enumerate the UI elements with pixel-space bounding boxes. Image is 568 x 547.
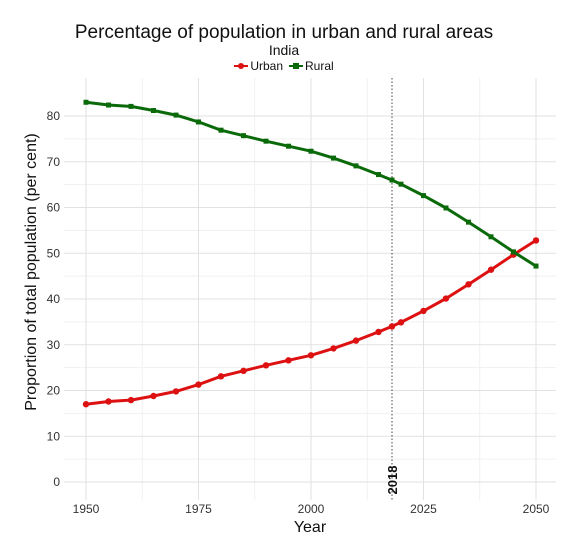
data-point-urban [262,362,270,369]
data-point-rural [241,133,246,139]
data-point-urban [82,401,90,408]
y-tick-label: 0 [53,475,60,489]
data-point-urban [105,398,112,405]
data-point-rural [488,234,494,240]
chart-subtitle: India [268,42,300,58]
data-point-urban [465,281,472,288]
data-point-urban [375,328,382,336]
data-point-rural [196,119,201,125]
data-point-urban [388,323,396,330]
series-line-rural [85,100,537,268]
data-point-urban [150,392,157,400]
annotation-label: 2018 [385,466,400,495]
legend-item-rural[interactable]: Rural [289,59,334,73]
y-tick-label: 40 [47,292,61,306]
legend-swatch-urban [234,61,249,71]
series-rural [83,99,539,269]
data-point-rural [376,172,381,178]
data-point-urban [487,266,495,273]
series-urban [82,237,540,408]
legend: Urban Rural [0,59,568,73]
data-point-urban [127,396,135,404]
data-point-urban [397,319,405,326]
series-layer [82,99,540,408]
legend-label-rural: Rural [305,59,334,73]
y-tick-label: 70 [47,155,61,169]
x-tick-label: 2050 [523,502,550,516]
legend-swatch-rural [289,61,303,71]
data-point-rural [308,148,314,154]
x-tick-label: 1950 [73,502,100,516]
data-point-urban [217,373,225,380]
annotations: 2018 [385,78,400,500]
x-tick-label: 1975 [185,502,212,516]
data-point-urban [172,388,180,395]
data-point-rural [173,112,179,118]
data-point-rural [511,249,516,255]
y-axis-title: Proportion of total population (per cent… [23,133,40,411]
legend-item-urban[interactable]: Urban [234,59,283,73]
data-point-urban [420,307,427,315]
data-point-urban [352,337,360,344]
y-tick-label: 80 [47,109,61,123]
data-point-rural [263,138,269,144]
data-point-rural [443,205,449,211]
data-point-urban [330,345,337,352]
data-point-urban [307,352,315,359]
data-point-rural [218,127,224,133]
data-point-rural [466,219,471,225]
data-point-urban [285,357,292,364]
chart-title: Percentage of population in urban and ru… [74,22,494,43]
data-point-urban [442,295,450,302]
data-point-rural [421,193,426,199]
data-point-rural [128,103,134,109]
grid [64,78,556,500]
y-tick-label: 60 [47,201,61,215]
x-axis-title: Year [294,519,327,536]
data-point-urban [195,381,202,388]
data-point-rural [151,108,156,114]
x-tick-label: 2025 [410,502,437,516]
legend-label-urban: Urban [250,59,283,73]
y-tick-label: 30 [47,338,61,352]
data-point-rural [533,263,539,269]
series-line-urban [85,239,537,406]
y-tick-label: 20 [47,384,61,398]
axis-ticks: 0 10 20 30 40 50 60 70 80 1950 1975 2000 2025 2050 [47,109,550,516]
data-point-urban [532,237,540,244]
y-tick-label: 50 [47,246,61,260]
data-point-rural [398,181,404,187]
y-tick-label: 10 [47,429,61,443]
data-point-rural [83,99,89,105]
data-point-rural [389,177,395,183]
x-tick-label: 2000 [298,502,325,516]
data-point-urban [240,367,247,375]
data-point-rural [331,155,336,161]
data-point-rural [286,143,291,149]
data-point-rural [353,163,359,169]
data-point-rural [106,102,111,108]
